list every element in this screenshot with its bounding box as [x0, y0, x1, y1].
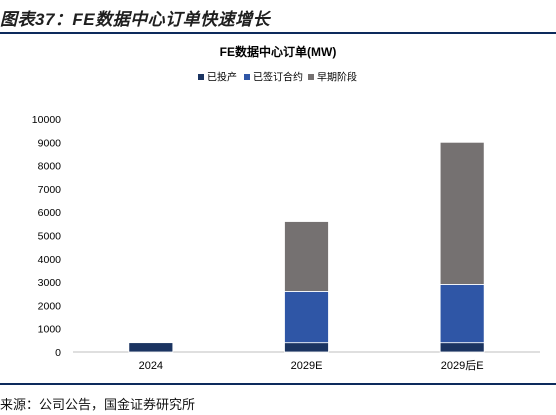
figure-title: 图表37：FE数据中心订单快速增长: [0, 10, 271, 29]
x-tick-label: 2029后E: [441, 359, 484, 372]
x-tick-label: 2024: [139, 360, 163, 372]
legend-label: 早期阶段: [317, 71, 357, 84]
bar-chart: FE数据中心订单(MW) 已投产 已签订合约 早期阶段 0 1000 2000 3000 4…: [32, 44, 540, 372]
y-tick-label: 5000: [38, 231, 62, 243]
y-tick-label: 4000: [38, 254, 62, 266]
y-tick-label: 1000: [38, 324, 62, 336]
y-tick-label: 3000: [38, 277, 62, 289]
legend-swatch: [198, 74, 204, 80]
x-axis-labels: 2024 2029E 2029后E: [139, 359, 484, 372]
bar-segment: [284, 291, 329, 344]
x-tick-label: 2029E: [291, 360, 323, 372]
legend-swatch: [244, 74, 250, 80]
bar-segment: [439, 284, 485, 344]
bars: [128, 141, 485, 353]
y-tick-label: 0: [55, 347, 61, 359]
source-note: 来源：公司公告，国金证券研究所: [0, 397, 196, 412]
bottom-rule: [0, 383, 556, 385]
y-axis-ticks: 0 1000 2000 3000 4000 5000 6000 7000 8000 9000 100…: [32, 114, 61, 359]
bar-segment: [284, 221, 329, 292]
y-tick-label: 2000: [38, 300, 62, 312]
bar-segment: [439, 342, 485, 353]
legend-label: 已投产: [207, 71, 237, 84]
chart-title: FE数据中心订单(MW): [220, 44, 337, 59]
y-tick-label: 10000: [32, 114, 61, 126]
y-tick-label: 6000: [38, 207, 62, 219]
y-tick-label: 9000: [38, 137, 62, 149]
y-tick-label: 8000: [38, 161, 62, 173]
bar-segment: [439, 141, 485, 285]
bar-segment: [284, 342, 329, 353]
y-tick-label: 7000: [38, 184, 62, 196]
legend-label: 已签订合约: [253, 71, 303, 84]
legend-swatch: [308, 74, 314, 80]
bar-segment: [128, 342, 174, 353]
top-rule: [0, 32, 556, 34]
chart-legend: 已投产 已签订合约 早期阶段: [198, 71, 357, 84]
